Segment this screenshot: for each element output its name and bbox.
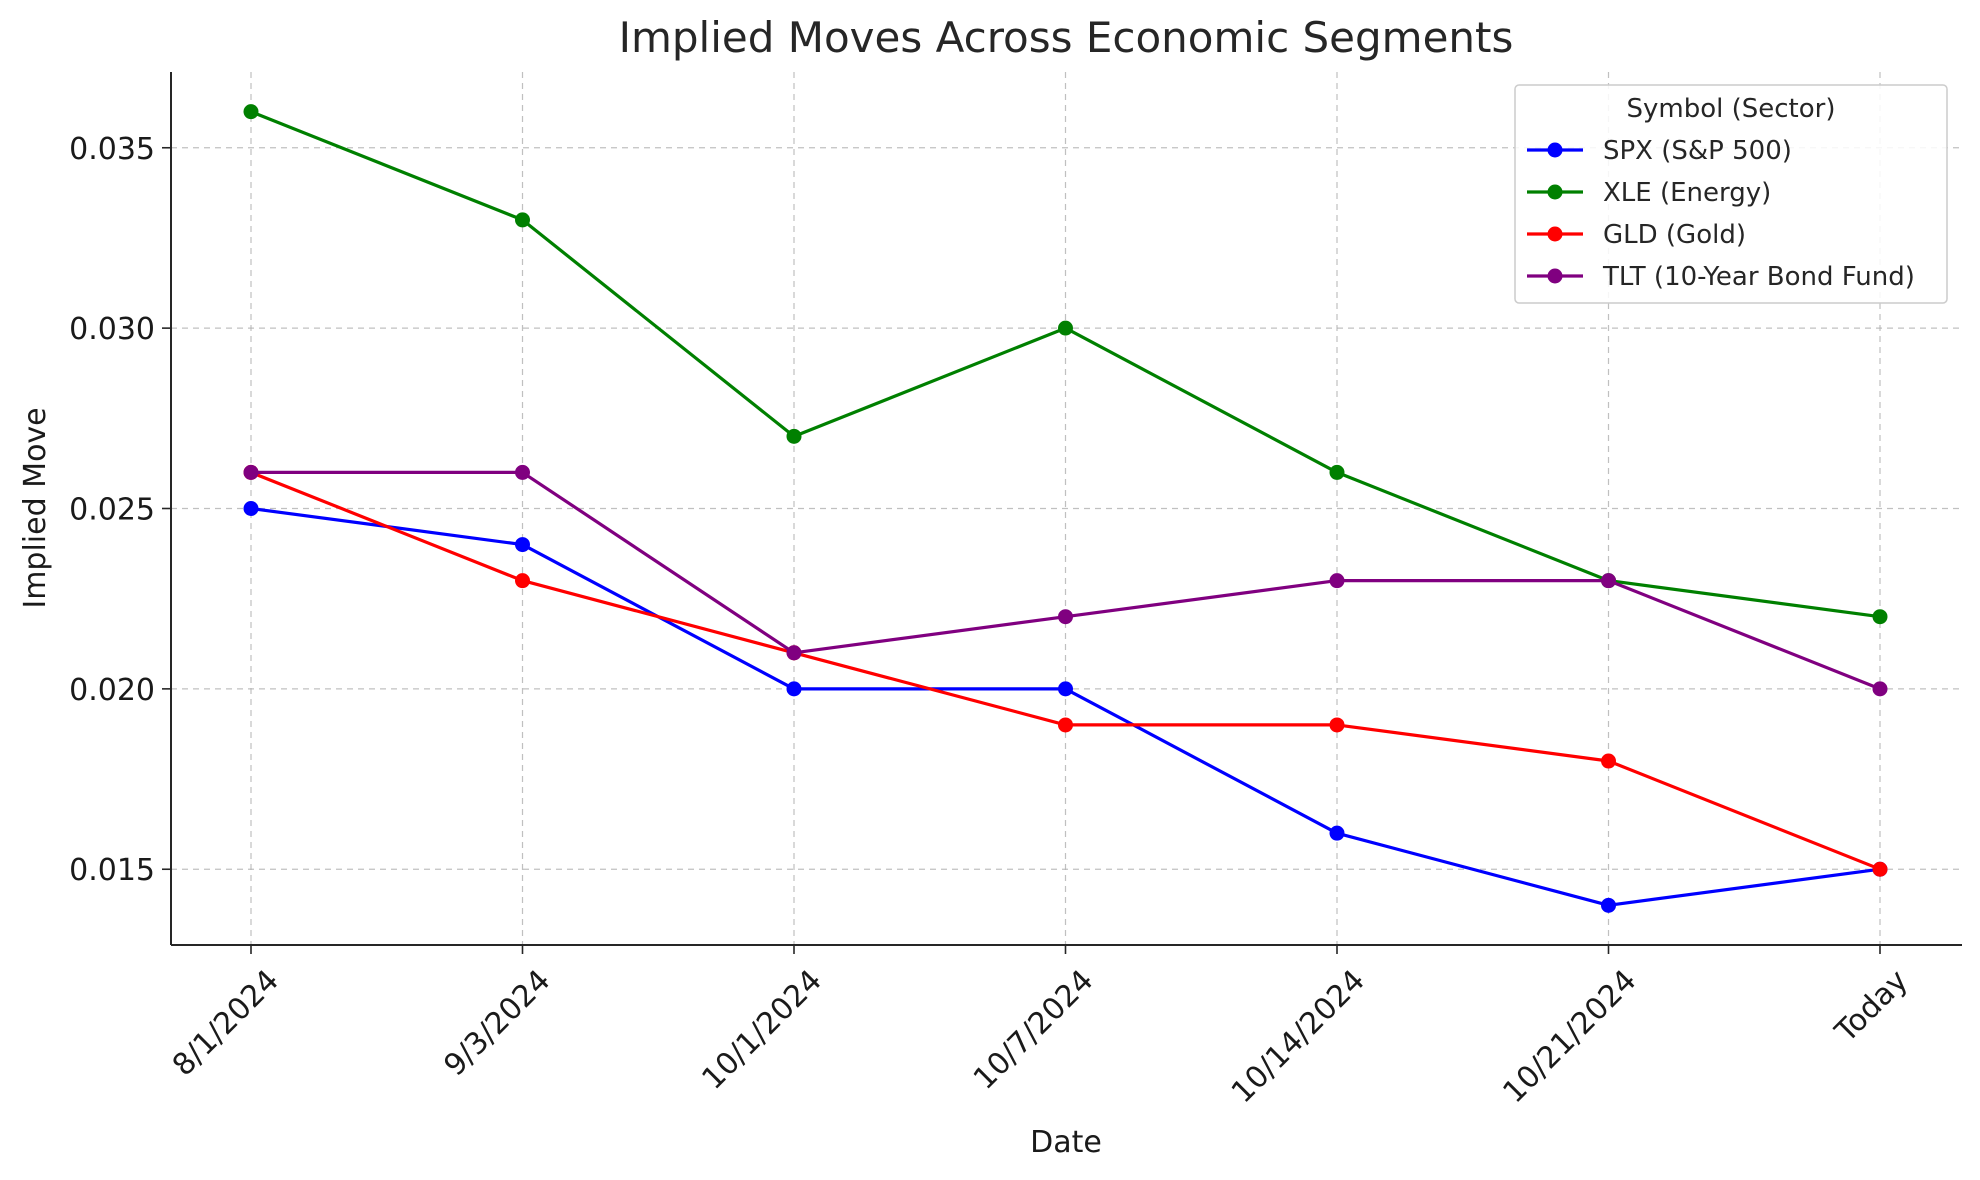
- series-spx: [243, 501, 1888, 913]
- data-point-xle: [243, 104, 259, 120]
- legend-title: Symbol (Sector): [1627, 94, 1836, 124]
- x-tick-label: 10/14/2024: [1225, 963, 1372, 1110]
- x-tick-label: 10/1/2024: [695, 963, 829, 1097]
- data-point-spx: [1058, 681, 1073, 697]
- data-point-gld: [1058, 717, 1073, 733]
- axes: [162, 72, 1962, 954]
- legend-frame: [1514, 84, 1948, 304]
- data-point-gld: [1872, 861, 1888, 877]
- data-point-xle: [786, 428, 802, 444]
- x-tick-label: 10/7/2024: [967, 963, 1101, 1097]
- x-tick-label: 10/21/2024: [1496, 963, 1643, 1110]
- legend-item-xle: XLE (Energy): [1527, 178, 1771, 208]
- y-tick-label: 0.035: [69, 132, 155, 167]
- legend-label: TLT (10-Year Bond Fund): [1602, 262, 1915, 292]
- y-tick-label: 0.025: [69, 493, 155, 528]
- y-axis-label: Implied Move: [18, 407, 53, 608]
- data-point-tlt: [1329, 573, 1345, 589]
- data-point-tlt: [1058, 609, 1073, 625]
- data-point-xle: [1058, 320, 1073, 336]
- data-point-gld: [1601, 753, 1616, 769]
- legend-swatch-marker: [1547, 268, 1563, 284]
- y-tick-label: 0.020: [69, 673, 155, 708]
- legend-items: SPX (S&P 500) XLE (Energy) GLD (Gold) TLT (…: [1527, 136, 1915, 292]
- data-point-tlt: [515, 464, 530, 480]
- data-point-gld: [515, 573, 530, 589]
- data-point-spx: [1329, 825, 1345, 841]
- x-axis-label: Date: [1030, 1125, 1102, 1160]
- chart-title: Implied Moves Across Economic Segments: [619, 13, 1514, 62]
- series-tlt: [243, 464, 1888, 697]
- data-point-spx: [515, 537, 530, 553]
- legend-item-spx: SPX (S&P 500): [1527, 136, 1792, 166]
- y-tick-labels: 0.015 0.020 0.025 0.030 0.035: [69, 132, 155, 888]
- data-point-xle: [1329, 464, 1345, 480]
- legend-label: GLD (Gold): [1603, 220, 1746, 250]
- legend-label: XLE (Energy): [1603, 178, 1771, 208]
- legend[interactable]: Symbol (Sector) SPX (S&P 500) XLE (Energy…: [1514, 84, 1948, 304]
- x-tick-label: 9/3/2024: [437, 963, 557, 1083]
- data-point-spx: [786, 681, 802, 697]
- data-point-tlt: [786, 645, 802, 661]
- data-point-xle: [1872, 609, 1888, 625]
- legend-swatch-marker: [1547, 226, 1563, 242]
- data-point-spx: [243, 501, 259, 516]
- data-point-tlt: [1601, 573, 1616, 589]
- y-tick-label: 0.030: [69, 312, 155, 347]
- x-tick-label: Today: [1828, 963, 1915, 1050]
- data-point-tlt: [243, 464, 259, 480]
- series-lines: [243, 104, 1888, 913]
- legend-item-tlt: TLT (10-Year Bond Fund): [1527, 262, 1915, 292]
- legend-swatch-marker: [1547, 142, 1563, 158]
- x-tick-label: 8/1/2024: [166, 963, 286, 1083]
- data-point-gld: [1329, 717, 1345, 733]
- legend-item-gld: GLD (Gold): [1527, 220, 1746, 250]
- legend-label: SPX (S&P 500): [1603, 136, 1792, 166]
- data-point-tlt: [1872, 681, 1888, 697]
- data-point-xle: [515, 212, 530, 228]
- x-tick-labels: 8/1/2024 9/3/2024 10/1/2024 10/7/2024 10/14/…: [166, 963, 1915, 1110]
- data-point-spx: [1601, 897, 1616, 913]
- y-tick-label: 0.015: [69, 853, 155, 888]
- legend-swatch-marker: [1547, 184, 1563, 200]
